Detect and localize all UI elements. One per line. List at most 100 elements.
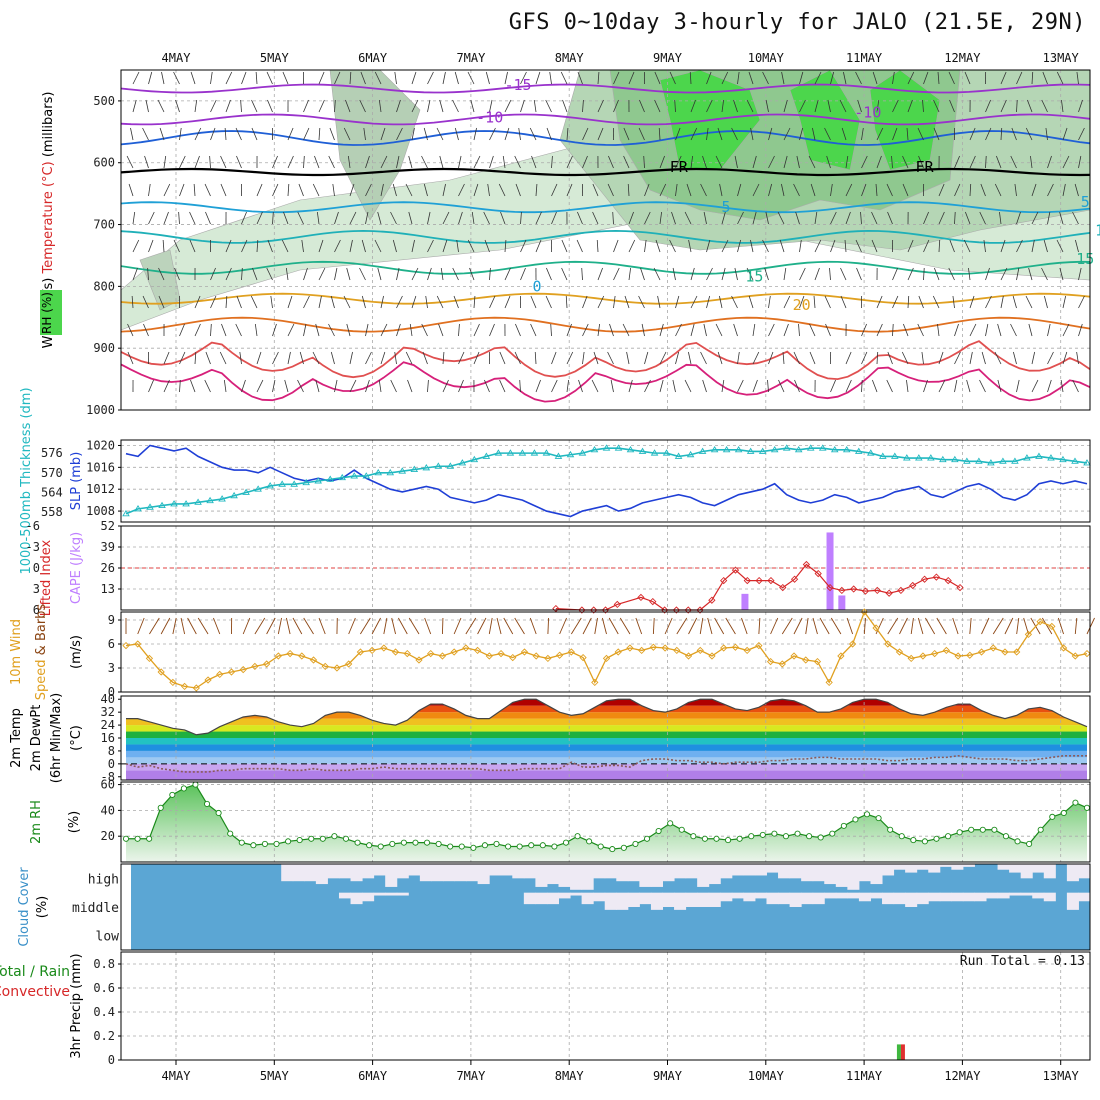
isotherm-line bbox=[120, 167, 1091, 177]
wind-barb bbox=[1057, 617, 1064, 635]
thickness-tick-label: 570 bbox=[41, 466, 63, 480]
cloud-gap bbox=[743, 864, 756, 876]
wind-speed-point bbox=[450, 648, 458, 656]
wind-barb bbox=[954, 351, 961, 365]
wind-barb bbox=[1012, 295, 1017, 309]
wind-barb bbox=[551, 155, 553, 169]
wind-barb bbox=[768, 127, 773, 141]
wind-barb bbox=[628, 239, 636, 253]
thickness-point bbox=[290, 480, 298, 487]
wind-barb bbox=[272, 351, 279, 365]
wind-barb bbox=[303, 127, 310, 141]
wind-barb bbox=[1043, 239, 1048, 253]
cloud-gap bbox=[581, 864, 594, 890]
wind-barb bbox=[179, 379, 181, 393]
wind-barb bbox=[741, 617, 748, 635]
cape-bar bbox=[838, 595, 846, 610]
wind-barb bbox=[830, 71, 835, 85]
rh-point bbox=[458, 843, 465, 850]
wind-barb bbox=[733, 99, 738, 113]
wind-barb bbox=[287, 351, 291, 365]
wind-barb bbox=[622, 323, 630, 337]
rh-point bbox=[690, 833, 697, 840]
li-point bbox=[790, 575, 799, 583]
wind-speed-point bbox=[825, 678, 833, 687]
cloud-gap bbox=[882, 892, 895, 905]
wind-barb bbox=[825, 323, 831, 337]
wind-barb bbox=[453, 295, 459, 309]
wind-barb bbox=[597, 127, 604, 141]
wind-barb bbox=[409, 323, 413, 337]
wind-barb bbox=[315, 379, 320, 393]
wind-barb bbox=[149, 617, 160, 635]
wind-speed-point bbox=[696, 646, 704, 655]
cloud-row-label: high bbox=[88, 872, 119, 887]
li-point bbox=[838, 586, 846, 595]
wind-barb bbox=[750, 239, 754, 253]
wind-barb bbox=[499, 379, 506, 393]
temp-band bbox=[126, 699, 1087, 706]
wind-barb bbox=[1016, 71, 1023, 85]
wind-barb bbox=[346, 267, 351, 281]
wind-barb bbox=[1044, 295, 1048, 309]
wind-barb bbox=[819, 617, 830, 635]
wind-barb bbox=[808, 155, 816, 169]
wind-barb bbox=[252, 267, 258, 281]
wind-speed-point bbox=[848, 640, 857, 648]
wind-barb bbox=[593, 351, 599, 365]
thickness-point bbox=[314, 477, 322, 484]
isotherm-label: FR bbox=[670, 158, 689, 176]
wind-barb bbox=[985, 295, 992, 309]
wind-barb bbox=[954, 211, 956, 225]
cape-tick-label: 52 bbox=[101, 519, 115, 533]
rh-panel bbox=[120, 781, 1091, 863]
wind-speed-point bbox=[989, 644, 997, 652]
thickness-point bbox=[963, 457, 971, 464]
rh-point bbox=[377, 843, 384, 850]
thickness-point bbox=[578, 449, 587, 456]
wind-barb bbox=[144, 155, 149, 169]
cloud-gap bbox=[1043, 892, 1056, 902]
wind-barb bbox=[577, 71, 583, 85]
wind-barb bbox=[254, 617, 266, 635]
wind-barb bbox=[535, 71, 541, 85]
wind-barb bbox=[582, 155, 588, 169]
thickness-point bbox=[1071, 457, 1079, 464]
wind-barb bbox=[952, 295, 955, 309]
wind-speed-point bbox=[239, 665, 247, 674]
thickness-point bbox=[434, 462, 443, 469]
cloud-gap bbox=[939, 892, 952, 902]
slp-tick-label: 1008 bbox=[86, 504, 115, 518]
wind-barb bbox=[907, 295, 910, 309]
wind-barb bbox=[224, 127, 227, 141]
wind-barb bbox=[917, 127, 924, 141]
wind-barb bbox=[189, 211, 196, 225]
wind-barb bbox=[514, 617, 525, 635]
cloud-gap bbox=[581, 892, 594, 905]
wind-barb bbox=[442, 211, 450, 225]
wind-barb bbox=[328, 155, 335, 169]
wind-barb bbox=[142, 295, 149, 309]
wind-speed-point bbox=[872, 624, 880, 632]
wind-barb bbox=[284, 379, 289, 393]
wind-speed-point bbox=[180, 682, 189, 691]
wind-barb bbox=[830, 183, 833, 197]
wind-barb bbox=[458, 379, 464, 393]
axis-label: 2m Temp bbox=[9, 708, 24, 768]
cloud-gap bbox=[1020, 892, 1033, 896]
wind-barb bbox=[489, 127, 496, 141]
wind-barb bbox=[469, 267, 475, 281]
wind-barb bbox=[907, 267, 914, 281]
wind-barb bbox=[794, 379, 800, 393]
wind-speed-point bbox=[1013, 648, 1021, 656]
thickness-point bbox=[662, 449, 671, 456]
wind-barb bbox=[240, 99, 242, 113]
pressure-tick-label: 700 bbox=[93, 218, 115, 232]
wind-barb bbox=[814, 99, 819, 113]
wind-barb bbox=[272, 323, 277, 337]
wind-barb bbox=[719, 295, 723, 309]
cloud-gap bbox=[789, 892, 802, 907]
wind-barb bbox=[582, 351, 585, 365]
wind-barb bbox=[752, 155, 757, 169]
wind-speed-point bbox=[274, 652, 282, 660]
